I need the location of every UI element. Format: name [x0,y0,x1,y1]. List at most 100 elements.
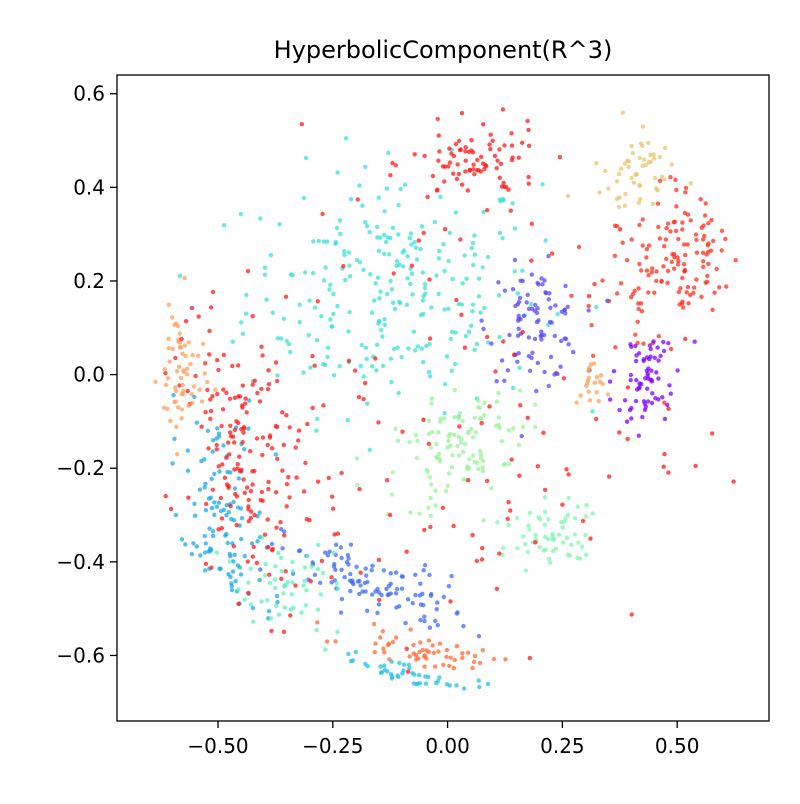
data-point [668,346,674,352]
data-point [363,164,368,170]
data-point [487,142,492,147]
data-point [724,284,729,289]
data-point [315,299,320,304]
data-point [618,227,623,232]
data-point [490,138,495,143]
data-point [290,272,295,278]
data-point [480,648,486,653]
data-point [461,477,466,482]
data-point [594,305,599,310]
data-point [254,560,260,566]
data-point [540,282,545,287]
data-point [521,534,526,539]
data-point [203,410,208,415]
data-point [633,332,638,337]
data-point [335,531,341,536]
data-point [284,482,290,487]
data-point [333,639,338,644]
data-point [651,152,656,157]
data-point [467,457,472,462]
data-point [617,171,622,177]
data-point [657,236,663,241]
data-point [203,481,208,486]
data-point [339,470,344,476]
data-point [318,592,324,597]
data-point [252,512,257,518]
data-point [587,398,593,403]
data-point [185,388,190,394]
data-point [359,342,364,348]
data-point [634,378,639,383]
data-point [626,164,631,170]
data-point [279,336,284,341]
data-point [420,270,426,275]
data-point [414,455,420,461]
data-point [539,333,544,338]
data-point [418,617,423,623]
x-tick-label: 0.00 [425,734,470,758]
data-point [177,383,182,388]
data-point [479,318,484,323]
data-point [638,196,643,202]
data-point [241,477,246,482]
data-point [208,397,213,402]
y-tick-label: −0.6 [56,643,105,667]
data-point [240,331,246,336]
data-point [509,143,515,148]
data-point [482,400,487,406]
data-point [675,255,680,260]
data-point [239,536,244,542]
data-point [646,140,651,146]
data-point [208,546,213,551]
data-point [666,470,671,475]
data-point [435,679,441,684]
data-point [370,364,375,369]
data-point [479,154,484,160]
data-point [497,230,503,236]
data-point [215,358,220,363]
data-point [367,447,372,453]
data-point [636,200,642,205]
data-point [279,568,285,574]
data-point [224,455,229,460]
data-point [411,642,416,648]
data-point [364,223,370,229]
data-point [308,365,313,370]
data-point [572,532,578,537]
data-point [249,509,254,514]
data-point [390,674,395,679]
data-point [426,418,432,423]
data-point [427,572,432,578]
data-point [659,278,664,284]
data-point [469,138,474,143]
data-point [442,411,447,416]
data-point [210,394,215,399]
data-point [400,429,405,434]
data-point [276,612,282,617]
data-point [422,281,428,287]
data-point [442,179,447,184]
data-point [441,594,446,600]
data-point [461,686,467,691]
data-point [546,556,552,562]
data-point [314,627,319,633]
data-point [465,650,471,655]
data-point [508,508,513,513]
data-point [405,254,410,259]
data-point [516,318,521,323]
data-point [494,379,499,384]
data-point [242,553,247,559]
data-point [354,564,359,569]
data-point [418,640,423,645]
data-point [175,405,181,410]
data-point [633,398,639,404]
data-point [430,643,435,648]
x-axis: −0.50 −0.25 0.00 0.25 0.50 [187,721,699,758]
data-point [393,570,399,575]
data-point [575,555,580,561]
data-point [440,505,446,510]
data-point [470,453,476,458]
data-point [624,419,630,424]
data-point [362,380,368,386]
